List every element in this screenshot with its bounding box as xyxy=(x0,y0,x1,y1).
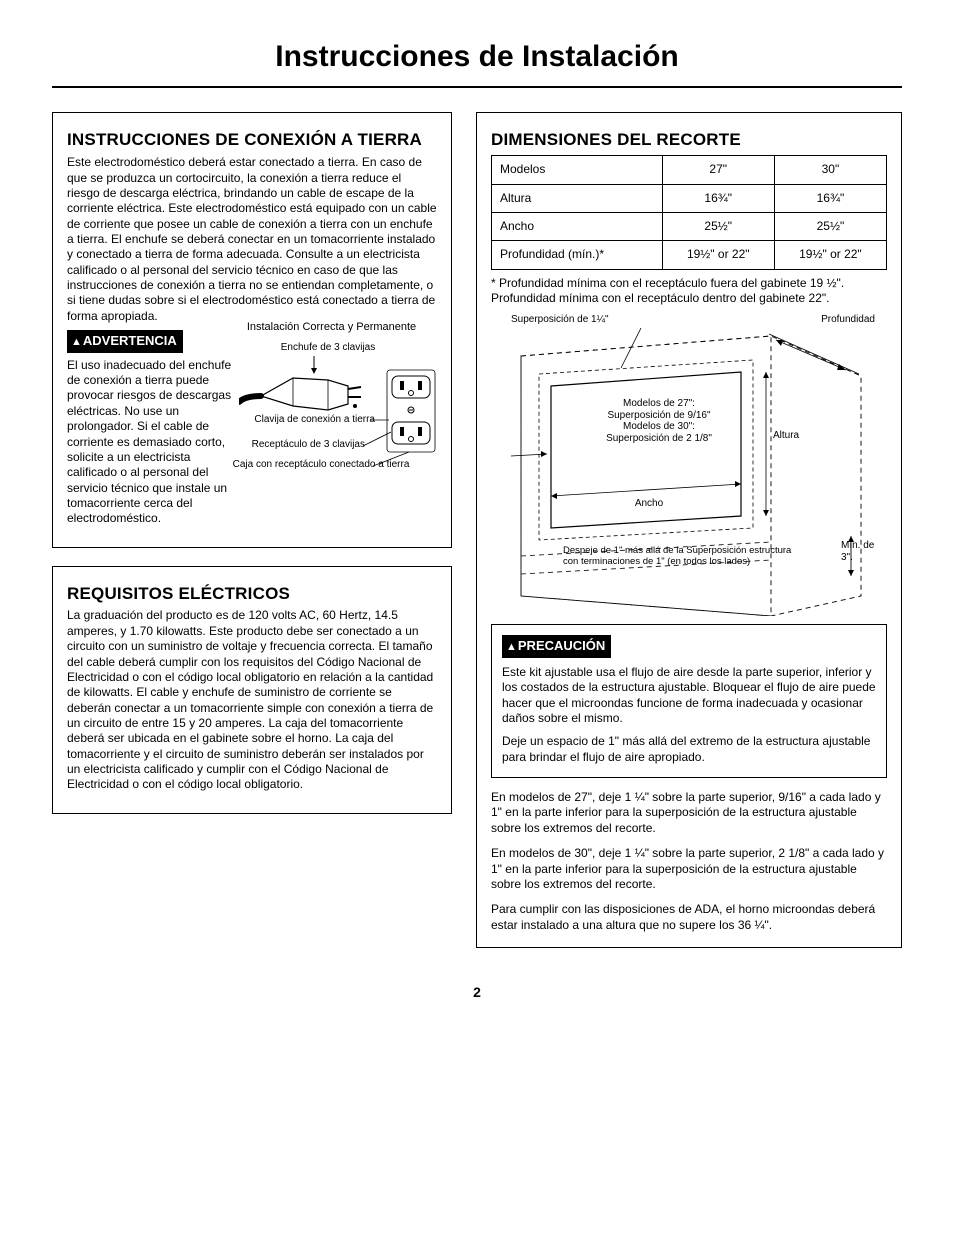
page-title: Instrucciones de Instalación xyxy=(52,38,902,88)
caution-badge: ▲PRECAUCIÓN xyxy=(502,635,611,658)
right-column: DIMENSIONES DEL RECORTE Modelos 27" 30" … xyxy=(476,112,902,966)
warning-icon: ▲ xyxy=(71,336,82,348)
electrical-paragraph: La graduación del producto es de 120 vol… xyxy=(67,608,437,792)
notes-p1: En modelos de 27", deje 1 ¼" sobre la pa… xyxy=(491,790,887,836)
table-row: Profundidad (mín.)* 19½" or 22" 19½" or … xyxy=(492,241,887,269)
page-number: 2 xyxy=(52,984,902,1002)
cutout-footnote: * Profundidad mínima con el receptáculo … xyxy=(491,276,887,307)
models27-label: Modelos de 27": xyxy=(623,398,695,409)
ground-pin-label: Clavija de conexión a tierra xyxy=(223,414,375,427)
warning-text: El uso inadecuado del enchufe de conexió… xyxy=(67,358,233,527)
plug3-label: Enchufe de 3 clavijas xyxy=(273,342,383,355)
warning-icon: ▲ xyxy=(506,641,517,653)
correct-install-label: Instalación Correcta y Permanente xyxy=(239,320,424,334)
min3-label: Mín. de 3". xyxy=(841,540,887,563)
width-label: Ancho xyxy=(619,498,679,510)
grounding-paragraph: Este electrodoméstico deberá estar conec… xyxy=(67,155,437,324)
caution-p2: Deje un espacio de 1" más allá del extre… xyxy=(502,734,876,765)
cutout-section: DIMENSIONES DEL RECORTE Modelos 27" 30" … xyxy=(476,112,902,948)
electrical-heading: REQUISITOS ELÉCTRICOS xyxy=(67,583,437,605)
electrical-section: REQUISITOS ELÉCTRICOS La graduación del … xyxy=(52,566,452,814)
cabinet-diagram: Superposición de 1¼" Profundidad Modelos… xyxy=(491,316,887,616)
recept3-label: Receptáculo de 3 clavijas xyxy=(225,439,365,452)
plug-illustration xyxy=(239,354,439,504)
caution-p1: Este kit ajustable usa el flujo de aire … xyxy=(502,665,876,726)
cutout-table: Modelos 27" 30" Altura 16¾" 16¾" Ancho 2… xyxy=(491,155,887,269)
overlap30-label: Superposición de 2 1/8" xyxy=(606,433,712,444)
table-row: Ancho 25½" 25½" xyxy=(492,212,887,240)
table-row: Altura 16¾" 16¾" xyxy=(492,184,887,212)
cutout-heading: DIMENSIONES DEL RECORTE xyxy=(491,129,887,151)
table-header: 27" xyxy=(662,156,774,184)
table-row: Modelos 27" 30" xyxy=(492,156,887,184)
grounding-section-2: INSTRUCCIONES DE CONEXIÓN A TIERRA Este … xyxy=(52,112,452,547)
box-label: Caja con receptáculo conectado a tierra xyxy=(211,459,431,472)
table-header: 30" xyxy=(774,156,886,184)
warning-badge: ▲ADVERTENCIA xyxy=(67,330,183,353)
height-label: Altura xyxy=(773,430,823,442)
models30-label: Modelos de 30": xyxy=(623,421,695,432)
caution-box: ▲PRECAUCIÓN Este kit ajustable usa el fl… xyxy=(491,624,887,778)
overlap27-label: Superposición de 9/16" xyxy=(607,410,710,421)
clearance-label: Despeje de 1" más allá de la Superposici… xyxy=(563,546,793,567)
overlap-top-label: Superposición de 1¼" xyxy=(511,314,681,326)
table-header: Modelos xyxy=(492,156,663,184)
grounding-heading: INSTRUCCIONES DE CONEXIÓN A TIERRA xyxy=(67,129,437,151)
notes-p2: En modelos de 30", deje 1 ¼" sobre la pa… xyxy=(491,846,887,892)
left-column: INSTRUCCIONES DE CONEXIÓN A TIERRA Este … xyxy=(52,112,452,966)
notes-p3: Para cumplir con las disposiciones de AD… xyxy=(491,902,887,933)
two-column-layout: INSTRUCCIONES DE CONEXIÓN A TIERRA Este … xyxy=(52,112,902,966)
depth-label: Profundidad xyxy=(795,314,875,326)
